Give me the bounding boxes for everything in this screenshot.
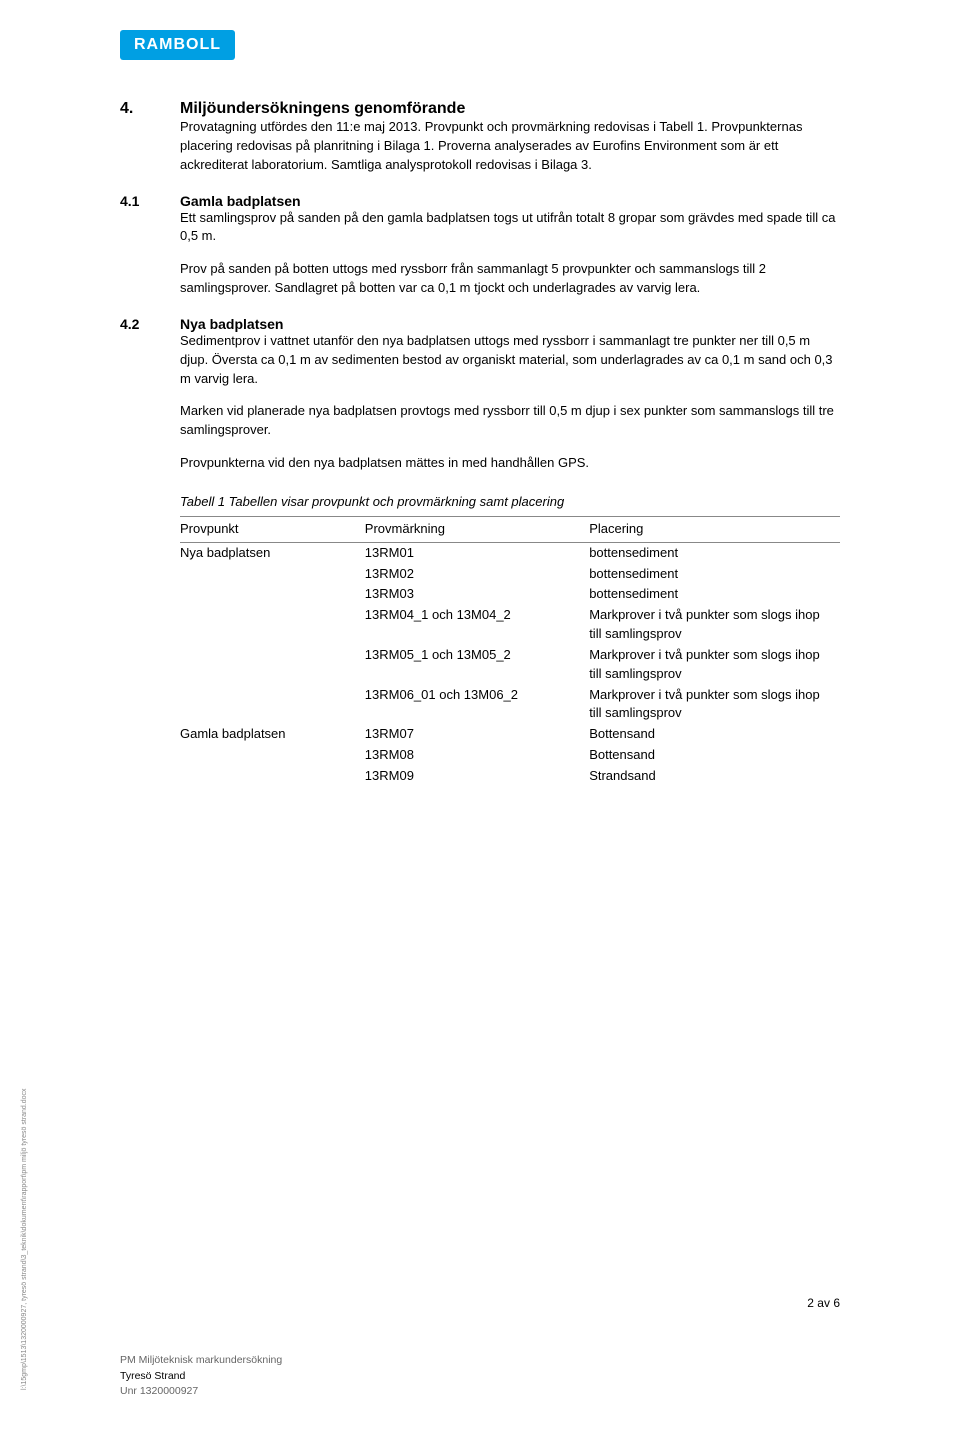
table-cell: 13RM05_1 och 13M05_2 xyxy=(365,645,589,685)
table-row: 13RM03bottensediment xyxy=(180,584,840,605)
subsection-number: 4.1 xyxy=(120,193,180,209)
paragraph: Provpunkterna vid den nya badplatsen mät… xyxy=(180,454,840,473)
subsection-title: Nya badplatsen xyxy=(180,316,283,332)
table-header: Provpunkt xyxy=(180,516,365,542)
table-cell: Nya badplatsen xyxy=(180,542,365,563)
paragraph: Ett samlingsprov på sanden på den gamla … xyxy=(180,209,840,247)
section-4-2-body: Sedimentprov i vattnet utanför den nya b… xyxy=(180,332,840,787)
table-cell: 13RM08 xyxy=(365,745,589,766)
table-cell: Bottensand xyxy=(589,724,840,745)
table-cell xyxy=(180,685,365,725)
table-cell: 13RM09 xyxy=(365,766,589,787)
table-cell xyxy=(180,584,365,605)
table-cell: Bottensand xyxy=(589,745,840,766)
section-4-1-heading: 4.1 Gamla badplatsen xyxy=(120,193,840,209)
section-title: Miljöundersökningens genomförande xyxy=(180,100,465,118)
table-header: Provmärkning xyxy=(365,516,589,542)
file-path-sidetext: l:\15gmp\1513\1320000927, tyresö strand\… xyxy=(21,1088,28,1390)
table-caption: Tabell 1 Tabellen visar provpunkt och pr… xyxy=(180,493,840,512)
table-cell: Strandsand xyxy=(589,766,840,787)
table-cell xyxy=(180,605,365,645)
table-cell: 13RM03 xyxy=(365,584,589,605)
table-row: 13RM08Bottensand xyxy=(180,745,840,766)
footer-line: Unr 1320000927 xyxy=(120,1384,282,1400)
table-header: Placering xyxy=(589,516,840,542)
ramboll-logo: RAMBOLL xyxy=(120,30,235,60)
table-cell: 13RM02 xyxy=(365,564,589,585)
table-header-row: Provpunkt Provmärkning Placering xyxy=(180,516,840,542)
table-row: 13RM06_01 och 13M06_2Markprover i två pu… xyxy=(180,685,840,725)
table-cell: 13RM01 xyxy=(365,542,589,563)
table-row: Nya badplatsen13RM01bottensediment xyxy=(180,542,840,563)
table-cell xyxy=(180,645,365,685)
table-cell: 13RM06_01 och 13M06_2 xyxy=(365,685,589,725)
footer-line: Tyresö Strand xyxy=(120,1369,282,1385)
subsection-title: Gamla badplatsen xyxy=(180,193,301,209)
table-cell: 13RM07 xyxy=(365,724,589,745)
paragraph: Marken vid planerade nya badplatsen prov… xyxy=(180,402,840,440)
table-row: 13RM04_1 och 13M04_2Markprover i två pun… xyxy=(180,605,840,645)
table-cell: Markprover i två punkter som slogs ihop … xyxy=(589,605,840,645)
table-cell xyxy=(180,766,365,787)
paragraph: Sedimentprov i vattnet utanför den nya b… xyxy=(180,332,840,389)
table-cell: bottensediment xyxy=(589,564,840,585)
section-number: 4. xyxy=(120,100,180,118)
section-4-body: Provatagning utfördes den 11:e maj 2013.… xyxy=(180,118,840,175)
table-cell: bottensediment xyxy=(589,542,840,563)
table-row: 13RM09Strandsand xyxy=(180,766,840,787)
paragraph: Prov på sanden på botten uttogs med ryss… xyxy=(180,260,840,298)
table-cell: Markprover i två punkter som slogs ihop … xyxy=(589,685,840,725)
section-4-heading: 4. Miljöundersökningens genomförande xyxy=(120,100,840,118)
subsection-number: 4.2 xyxy=(120,316,180,332)
provpunkt-table: Provpunkt Provmärkning Placering Nya bad… xyxy=(180,516,840,787)
footer-line: PM Miljöteknisk markundersökning xyxy=(120,1353,282,1369)
table-cell xyxy=(180,745,365,766)
paragraph: Provatagning utfördes den 11:e maj 2013.… xyxy=(180,118,840,175)
table-cell: Markprover i två punkter som slogs ihop … xyxy=(589,645,840,685)
document-page: RAMBOLL 4. Miljöundersökningens genomför… xyxy=(0,0,960,1430)
footer: PM Miljöteknisk markundersökning Tyresö … xyxy=(120,1353,282,1400)
section-4-2-heading: 4.2 Nya badplatsen xyxy=(120,316,840,332)
page-number: 2 av 6 xyxy=(807,1296,840,1310)
section-4-1-body: Ett samlingsprov på sanden på den gamla … xyxy=(180,209,840,298)
table-row: 13RM02bottensediment xyxy=(180,564,840,585)
table-cell: Gamla badplatsen xyxy=(180,724,365,745)
table-row: 13RM05_1 och 13M05_2Markprover i två pun… xyxy=(180,645,840,685)
table-cell xyxy=(180,564,365,585)
table-row: Gamla badplatsen13RM07Bottensand xyxy=(180,724,840,745)
table-cell: bottensediment xyxy=(589,584,840,605)
table-cell: 13RM04_1 och 13M04_2 xyxy=(365,605,589,645)
